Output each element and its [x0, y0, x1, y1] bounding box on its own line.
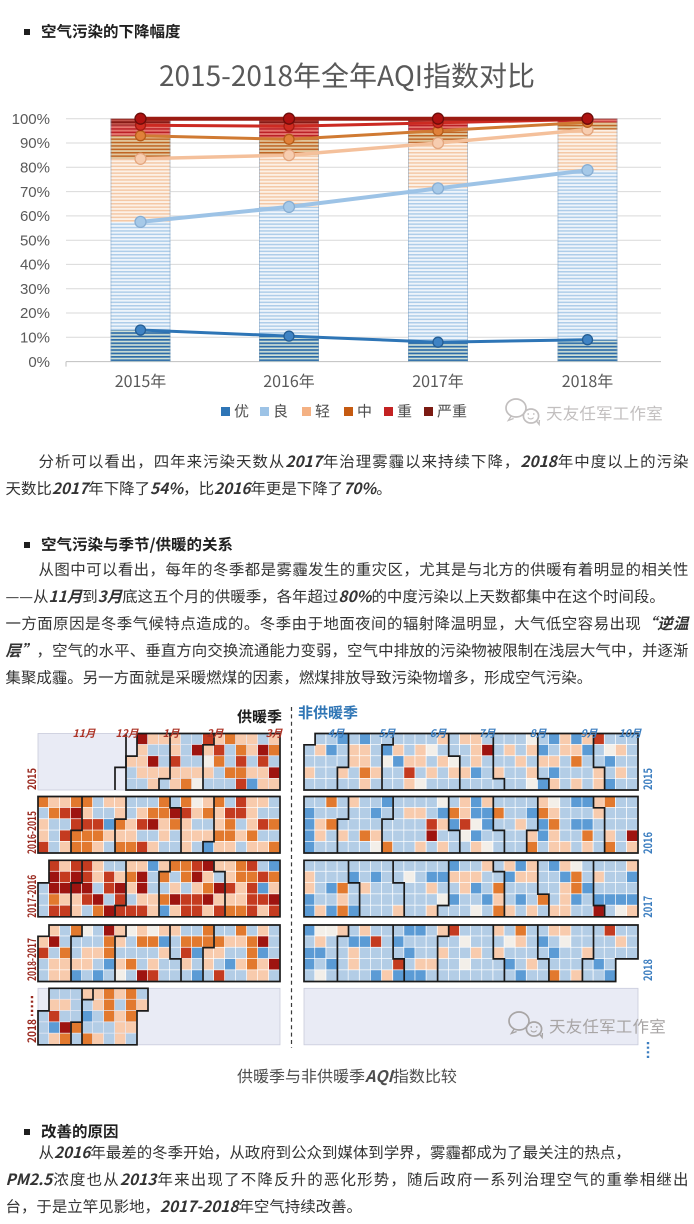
- svg-text:10%: 10%: [20, 330, 50, 347]
- svg-text:100%: 100%: [12, 111, 50, 128]
- svg-text:优: 优: [234, 401, 249, 422]
- svg-text:非供暖季: 非供暖季: [298, 702, 358, 723]
- svg-text:2017: 2017: [640, 896, 656, 918]
- svg-text:50%: 50%: [20, 232, 50, 249]
- svg-text:供暖季: 供暖季: [237, 706, 282, 727]
- svg-text:2015-2018年全年AQI指数对比: 2015-2018年全年AQI指数对比: [159, 55, 535, 95]
- svg-text:天友任军工作室: 天友任军工作室: [549, 1014, 666, 1038]
- svg-text:20%: 20%: [20, 305, 50, 322]
- svg-text:5月: 5月: [379, 726, 396, 741]
- svg-text:40%: 40%: [20, 257, 50, 274]
- svg-text:良: 良: [273, 401, 288, 422]
- svg-text:12月: 12月: [116, 726, 139, 741]
- svg-text:80%: 80%: [20, 160, 50, 177]
- svg-text:2018年: 2018年: [562, 368, 614, 392]
- svg-text:3月: 3月: [266, 726, 283, 741]
- svg-text:2018: 2018: [640, 959, 656, 981]
- svg-text:2018: 2018: [24, 1019, 40, 1043]
- svg-text:2016年: 2016年: [263, 368, 315, 392]
- svg-text:2015年: 2015年: [115, 368, 167, 392]
- svg-text:7月: 7月: [479, 726, 496, 741]
- svg-text:轻: 轻: [315, 401, 330, 422]
- svg-text:严重: 严重: [437, 401, 467, 422]
- svg-text:2016-2015: 2016-2015: [24, 811, 40, 854]
- svg-text:重: 重: [397, 401, 412, 422]
- svg-text:30%: 30%: [20, 281, 50, 298]
- svg-text:6月: 6月: [430, 726, 447, 741]
- svg-text:2017年: 2017年: [412, 368, 464, 392]
- svg-text:10月: 10月: [619, 726, 642, 741]
- svg-text:2016: 2016: [640, 832, 656, 854]
- svg-text:2015: 2015: [640, 768, 656, 790]
- svg-text:1月: 1月: [163, 726, 180, 741]
- svg-text:4月: 4月: [328, 726, 345, 741]
- svg-text:0%: 0%: [28, 354, 50, 371]
- svg-text:2015: 2015: [24, 768, 40, 790]
- svg-text:天友任军工作室: 天友任军工作室: [546, 401, 663, 425]
- svg-text:60%: 60%: [20, 208, 50, 225]
- svg-text:8月: 8月: [530, 726, 547, 741]
- svg-text:2017-2016: 2017-2016: [24, 875, 40, 918]
- svg-text:2月: 2月: [207, 726, 224, 741]
- svg-text:2018-2017: 2018-2017: [24, 938, 40, 981]
- svg-text:70%: 70%: [20, 184, 50, 201]
- svg-text:11月: 11月: [73, 726, 96, 741]
- svg-text:中: 中: [357, 401, 372, 422]
- svg-text:9月: 9月: [581, 726, 598, 741]
- svg-text:90%: 90%: [20, 135, 50, 152]
